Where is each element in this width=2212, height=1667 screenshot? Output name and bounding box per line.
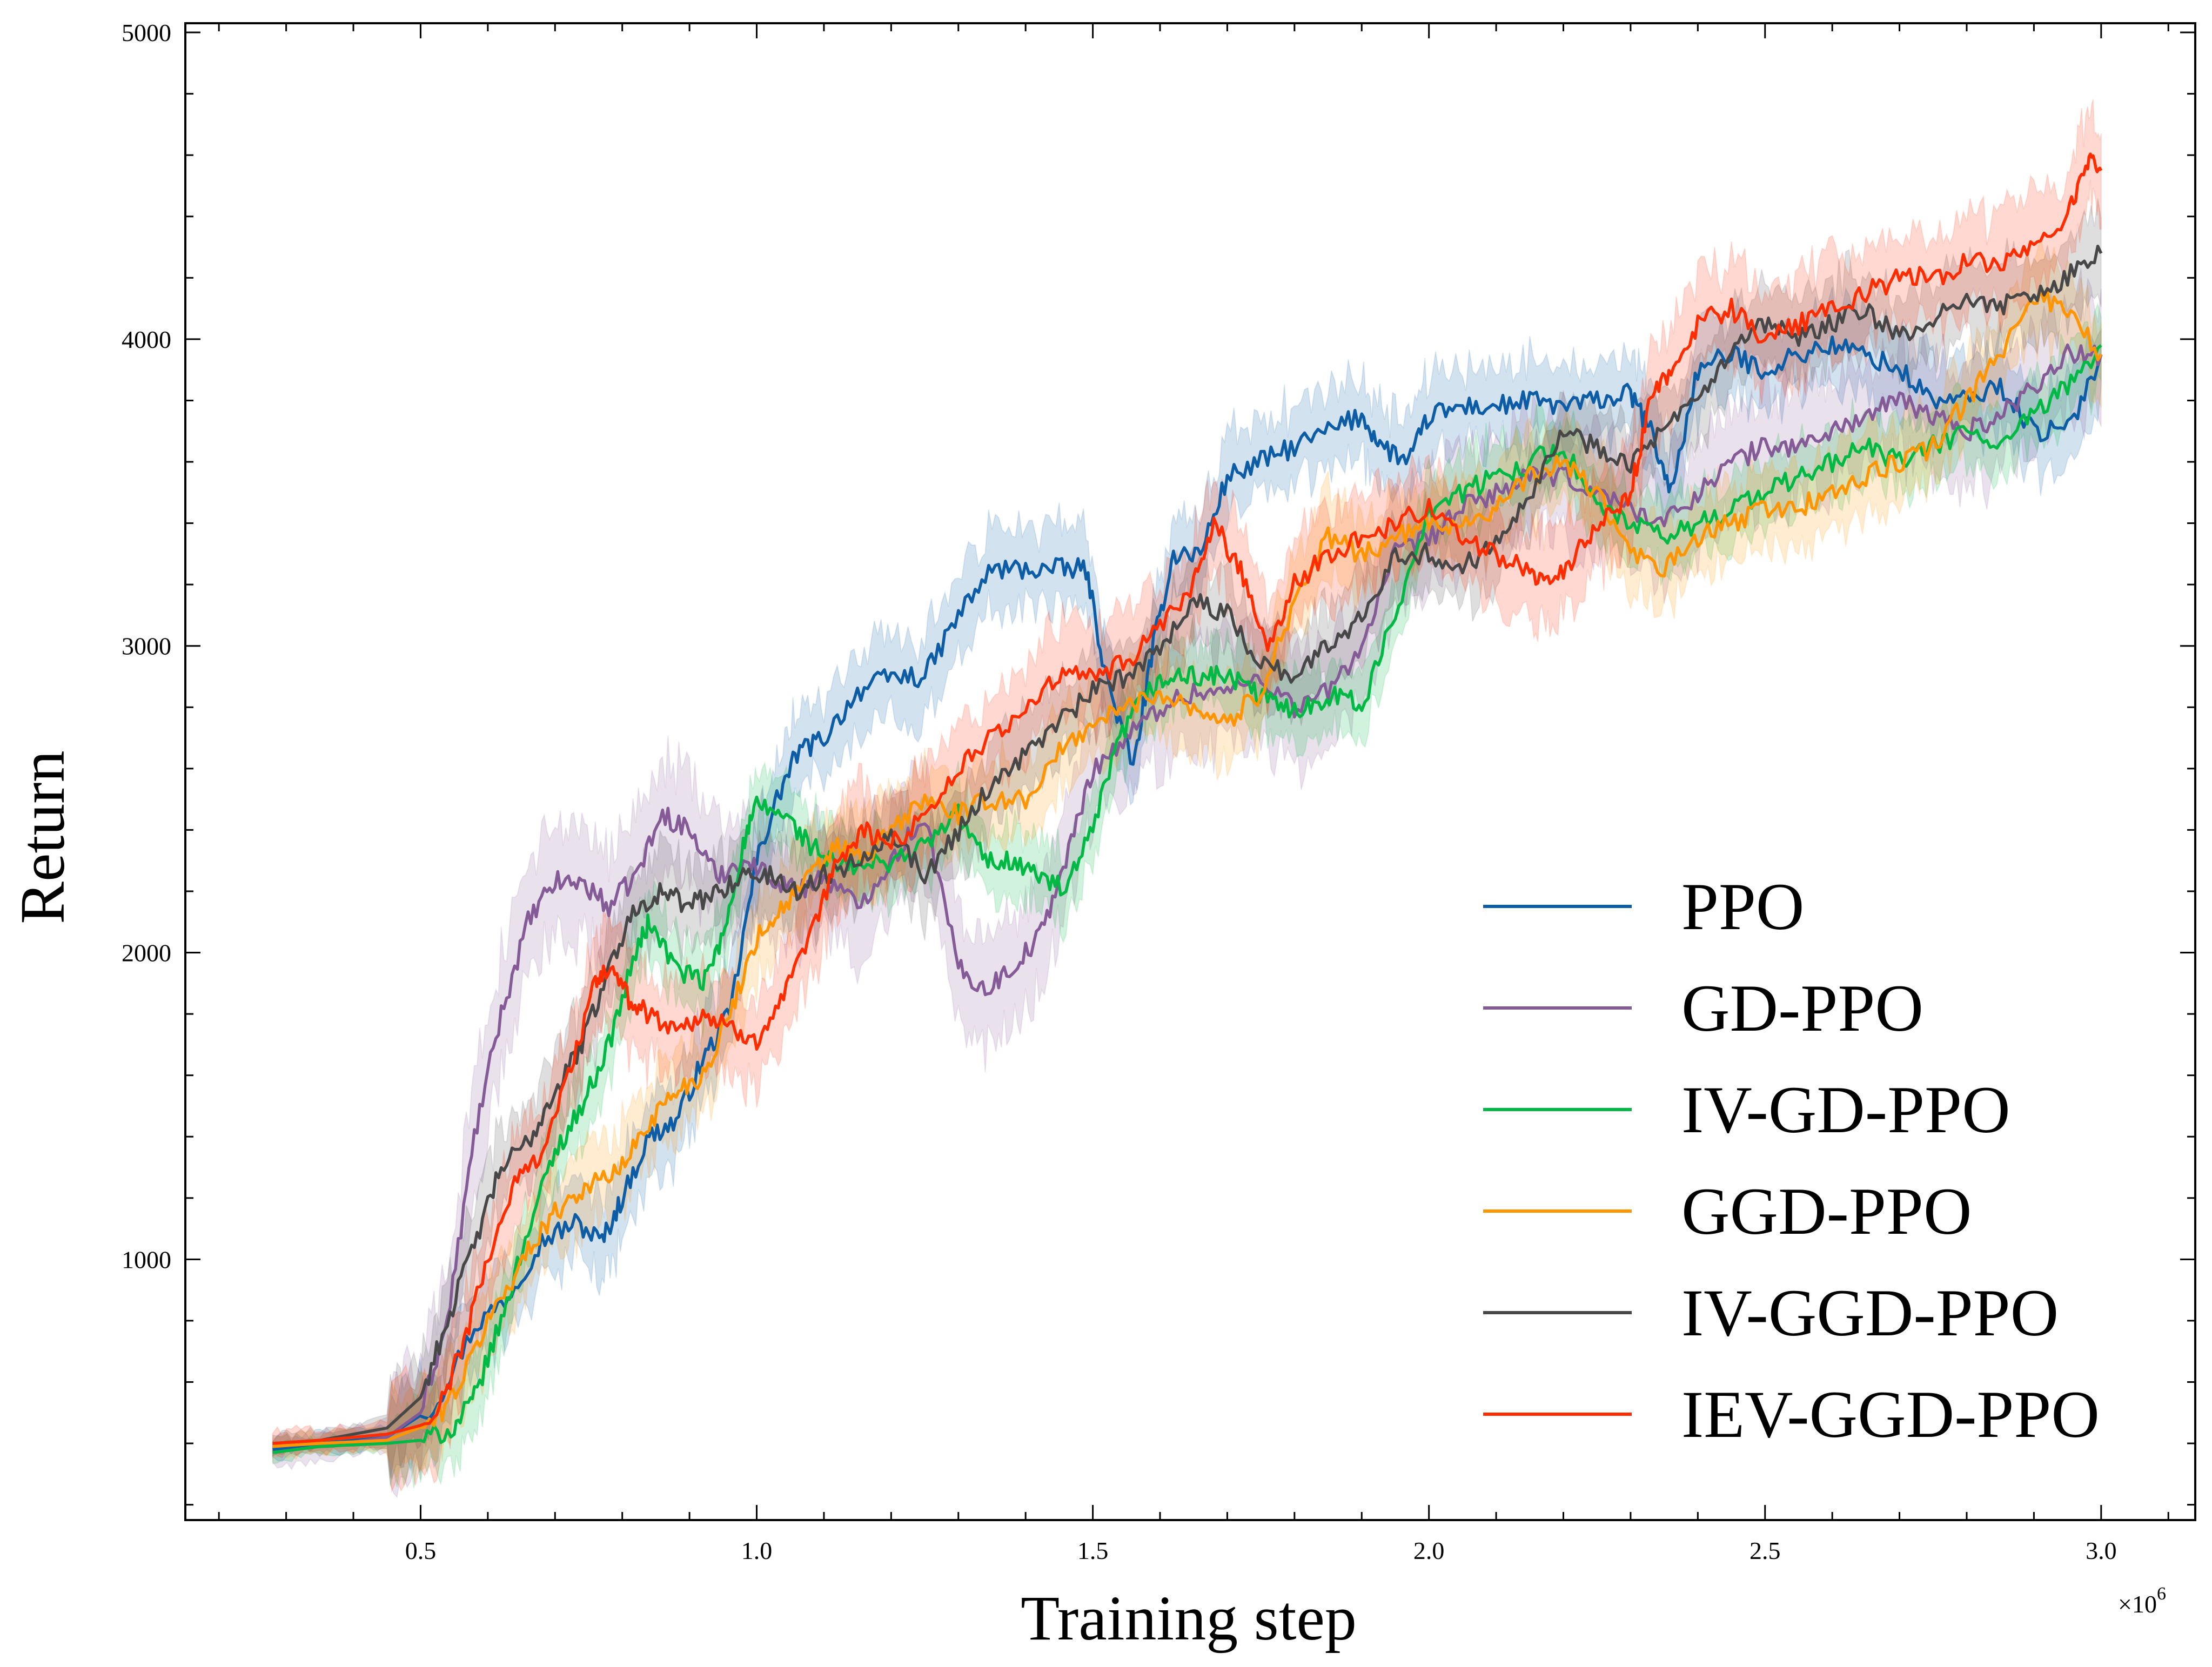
y-axis-ticks: 1000 2000 3000 4000 5000 [122, 19, 2195, 1506]
y-tick-label: 3000 [122, 633, 171, 660]
x-scale-exponent: 6 [2157, 1584, 2166, 1604]
band-iv-gd-ppo [272, 302, 2102, 1489]
series-line-gd-ppo [272, 343, 2103, 1454]
legend-label: GD-PPO [1681, 971, 1923, 1045]
plot-frame [184, 22, 2196, 1521]
series-line-iv-ggd-ppo [272, 244, 2103, 1445]
band-ggd-ppo [272, 237, 2102, 1480]
series-lines [272, 152, 2103, 1454]
series-line-iev-ggd-ppo [272, 152, 2103, 1445]
legend: PPO GD-PPO IV-GD-PPO GGD-PPO IV-GGD-PPO IEV-G… [1483, 870, 2100, 1451]
x-scale-base: ×10 [2118, 1590, 2157, 1618]
x-tick-label: 0.5 [405, 1537, 437, 1564]
legend-label: IV-GGD-PPO [1681, 1276, 2059, 1350]
series-line-ggd-ppo [272, 287, 2103, 1448]
x-tick-label: 3.0 [2086, 1537, 2117, 1564]
y-axis-title: Return [7, 750, 78, 924]
legend-label: IV-GD-PPO [1681, 1073, 2010, 1147]
y-tick-label: 2000 [122, 939, 171, 967]
x-tick-label: 2.0 [1413, 1537, 1445, 1564]
series-line-ppo [272, 335, 2103, 1451]
y-tick-label: 1000 [122, 1246, 171, 1273]
x-axis-title: Training step [1021, 1583, 1357, 1653]
legend-label: PPO [1681, 870, 1804, 944]
x-axis-ticks: 0.5 1.0 1.5 2.0 2.5 3.0 [218, 23, 2169, 1564]
x-tick-label: 1.5 [1077, 1537, 1109, 1564]
y-tick-label: 4000 [122, 326, 171, 353]
legend-label: IEV-GGD-PPO [1681, 1377, 2100, 1451]
x-tick-label: 1.0 [741, 1537, 773, 1564]
x-tick-label: 2.5 [1750, 1537, 1781, 1564]
x-scale-multiplier: ×106 [2118, 1584, 2166, 1618]
y-tick-label: 5000 [122, 19, 171, 46]
legend-label: GGD-PPO [1681, 1174, 1972, 1248]
